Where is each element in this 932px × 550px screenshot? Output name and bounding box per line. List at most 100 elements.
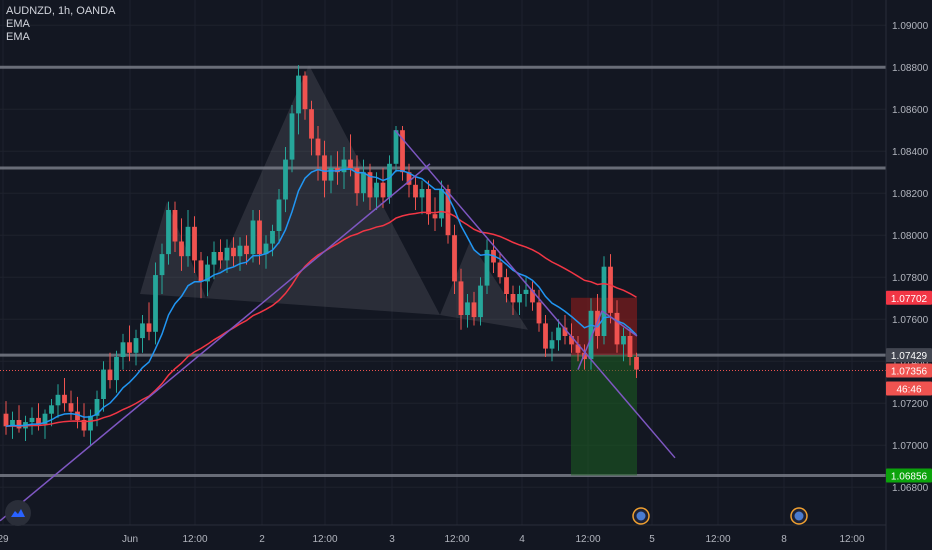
candle-body <box>244 245 249 255</box>
trend-lines[interactable] <box>0 129 676 522</box>
candle-body <box>328 168 334 181</box>
candle-body <box>367 172 373 198</box>
price-tick-label: 1.07000 <box>892 441 929 452</box>
candle-body <box>42 413 48 425</box>
time-tick-label: 12:00 <box>312 534 337 545</box>
price-label-text: 1.07429 <box>891 351 928 362</box>
candle-body <box>94 399 100 416</box>
candle-body <box>426 189 431 215</box>
candle-body <box>406 172 412 185</box>
candle-body <box>185 226 191 257</box>
candle-body <box>432 214 438 219</box>
candle-body <box>400 130 405 173</box>
candle-body <box>556 327 561 341</box>
candle-body <box>322 155 327 181</box>
time-tick-label: 4 <box>519 534 525 545</box>
candle-body <box>497 262 503 278</box>
ema-legend-2[interactable]: EMA <box>6 31 30 43</box>
candle-body <box>634 357 639 370</box>
time-tick-label: 12:00 <box>575 534 600 545</box>
candle-body <box>569 336 574 345</box>
candle-body <box>465 302 470 315</box>
price-tick-label: 1.07600 <box>892 315 929 326</box>
time-tick-label: 3 <box>389 534 395 545</box>
time-axis[interactable]: 29 Jun 12:00 2 12:00 3 12:00 4 12:00 5 12:00 8 12:00 <box>0 534 865 545</box>
candle-body <box>458 281 464 315</box>
time-tick-label: 5 <box>649 534 655 545</box>
candle-body <box>341 159 347 173</box>
price-axis[interactable]: 1.09000 1.08800 1.08600 1.08400 1.08200 1.080… <box>892 21 929 494</box>
price-tick-label: 1.08800 <box>892 63 929 74</box>
candle-body <box>81 420 87 431</box>
candle-body <box>192 226 197 261</box>
candle-body <box>88 415 93 431</box>
left-shoulder-shape <box>140 201 206 299</box>
candle-body <box>172 210 178 242</box>
candle-body <box>510 294 516 303</box>
candle-body <box>335 168 340 173</box>
candle-body <box>419 189 425 198</box>
candle-body <box>549 340 555 349</box>
candle-body <box>270 231 275 244</box>
uptrend-line[interactable] <box>0 163 431 522</box>
candle-body <box>166 210 171 255</box>
trend-segment[interactable] <box>601 310 638 337</box>
price-label-text: 1.07356 <box>891 366 928 377</box>
symbol-title[interactable]: AUDNZD, 1h, OANDA <box>6 5 116 17</box>
time-tick-label: 12:00 <box>182 534 207 545</box>
candle-body <box>101 369 106 399</box>
price-tick-label: 1.08400 <box>892 147 929 158</box>
price-label-box <box>886 363 932 378</box>
flag-icon <box>794 511 804 521</box>
candle-body <box>523 289 529 294</box>
price-tick-label: 1.07200 <box>892 399 929 410</box>
horizontal-levels <box>0 65 886 477</box>
candle-body <box>120 342 126 357</box>
price-tick-label: 1.08200 <box>892 189 929 200</box>
candle-body <box>582 352 587 360</box>
price-label-box <box>886 348 932 363</box>
flag-icon <box>636 511 646 521</box>
candle-body <box>296 75 301 114</box>
chart-legend: AUDNZD, 1h, OANDA EMA EMA <box>6 5 115 44</box>
candle-body <box>114 357 119 381</box>
candle-body <box>315 138 321 156</box>
candle-body <box>10 420 15 427</box>
price-tick-label: 1.08600 <box>892 105 929 116</box>
candle-body <box>393 130 399 164</box>
price-tick-label: 1.08000 <box>892 231 929 242</box>
candle-body <box>504 277 509 294</box>
candle-body <box>354 168 360 194</box>
candle-body <box>250 220 256 255</box>
trend-segment[interactable] <box>577 310 603 370</box>
candle-body <box>413 184 418 198</box>
candle-body <box>153 275 158 332</box>
candle-body <box>601 266 607 336</box>
price-tick-label: 1.07800 <box>892 273 929 284</box>
candle-body <box>237 245 243 257</box>
time-tick-label: 29 <box>0 534 9 545</box>
candle-body <box>133 338 139 353</box>
price-tick-label: 1.09000 <box>892 21 929 32</box>
price-labels: 1.07702 1.07429 1.07356 46:46 1.06856 <box>886 290 932 483</box>
candle-body <box>452 235 457 282</box>
take-profit-zone[interactable] <box>571 355 637 476</box>
time-tick-label: 12:00 <box>705 534 730 545</box>
candle-body <box>614 312 620 345</box>
ema-legend-1[interactable]: EMA <box>6 18 30 30</box>
time-tick-label: 8 <box>781 534 787 545</box>
candle-body <box>146 323 152 332</box>
candle-body <box>348 159 353 168</box>
time-tick-label: Jun <box>122 534 138 545</box>
candle-body <box>374 182 379 198</box>
tradingview-logo-icon[interactable] <box>5 500 31 526</box>
candle-body <box>536 302 542 324</box>
downtrend-line[interactable] <box>394 129 676 459</box>
candle-body <box>140 323 145 339</box>
price-label-text: 1.07702 <box>891 294 928 305</box>
candle-body <box>263 243 269 255</box>
event-markers[interactable] <box>632 507 808 525</box>
candle-body <box>517 294 522 303</box>
candle-body <box>543 323 548 349</box>
